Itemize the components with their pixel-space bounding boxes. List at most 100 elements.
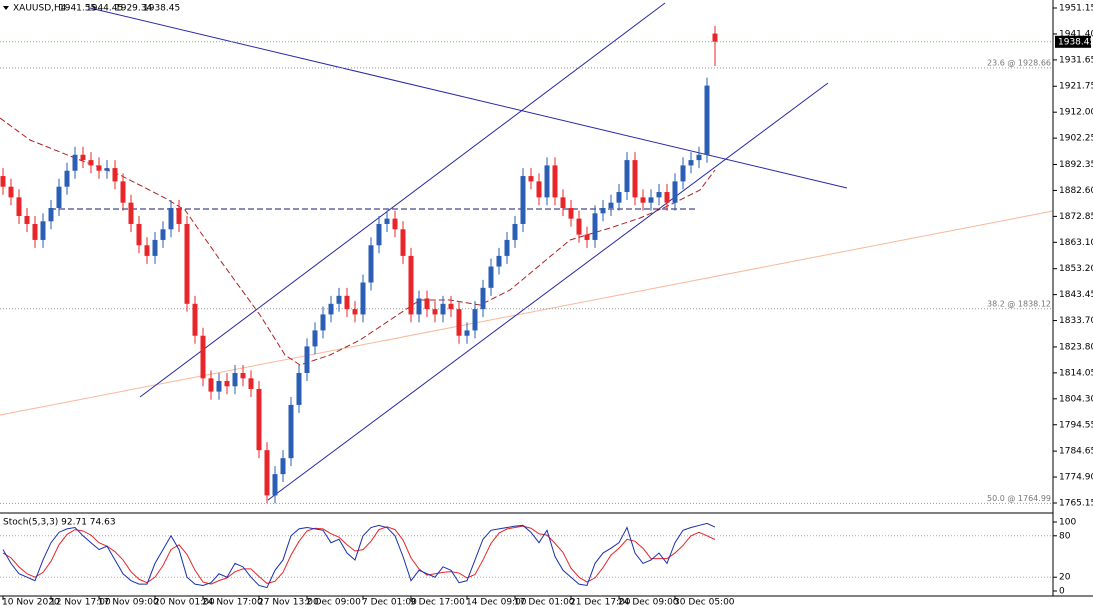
candle-body <box>520 176 526 224</box>
candle-body <box>48 207 54 222</box>
candle-body <box>440 303 446 315</box>
candle-body <box>176 207 182 224</box>
x-tick-label: 17 Dec 01:00 <box>514 598 575 608</box>
header-low: 1929.34 <box>115 4 152 14</box>
y-tick-label: 1843.45 <box>1059 290 1093 300</box>
x-tick-label: 24 Nov 17:00 <box>202 598 263 608</box>
x-tick-label: 2 Dec 09:00 <box>306 598 361 608</box>
y-tick-label: 1951.15 <box>1059 4 1093 14</box>
x-tick-label: 7 Dec 01:00 <box>362 598 417 608</box>
candle-body <box>656 192 662 198</box>
y-tick-label: 1902.25 <box>1059 134 1093 144</box>
candle-body <box>400 229 406 256</box>
trend-line <box>89 7 848 189</box>
price-label-box <box>1055 35 1091 48</box>
candle-body <box>64 170 70 187</box>
candle-body <box>256 388 262 451</box>
header-open: 1941.55 <box>59 4 96 14</box>
candle-body <box>472 309 478 331</box>
candle-body <box>688 160 694 166</box>
candle-body <box>304 346 310 373</box>
candle-body <box>248 378 254 389</box>
x-tick-label: 14 Dec 09:00 <box>466 598 527 608</box>
candle-body <box>464 330 470 336</box>
candle-body <box>536 181 542 198</box>
candle-body <box>24 215 30 224</box>
candle-body <box>544 165 550 198</box>
stoch-tick-label: 100 <box>1059 518 1076 528</box>
candle-body <box>496 255 502 267</box>
candle-body <box>16 197 22 216</box>
y-tick-label: 1912.00 <box>1059 108 1093 118</box>
y-tick-label: 1784.65 <box>1059 447 1093 457</box>
y-tick-label: 1853.20 <box>1059 264 1093 274</box>
candle-body <box>296 372 302 405</box>
y-tick-label: 1892.35 <box>1059 160 1093 170</box>
candle-body <box>360 282 366 315</box>
candle-body <box>272 474 278 496</box>
candle-body <box>584 234 590 240</box>
candle-body <box>648 197 654 203</box>
candle-body <box>424 298 430 310</box>
channel-line <box>139 2 666 398</box>
candle-body <box>160 229 166 240</box>
y-tick-label: 1921.75 <box>1059 82 1093 92</box>
candle-body <box>624 160 630 193</box>
candle-body <box>432 309 438 315</box>
x-tick-label: 12 Nov 17:00 <box>50 598 111 608</box>
candle-body <box>608 202 614 208</box>
candle-body <box>704 85 710 155</box>
candle-body <box>280 458 286 475</box>
candle-body <box>576 218 582 235</box>
stoch-label: Stoch(5,3,3) 92.71 74.63 <box>3 518 116 528</box>
x-tick-label: 24 Dec 09:00 <box>618 598 679 608</box>
candle-body <box>392 218 398 230</box>
y-tick-label: 1882.60 <box>1059 186 1093 196</box>
fib-label: 50.0 @ 1764.99 <box>987 494 1051 503</box>
price-label: 1938.45 <box>1058 37 1093 47</box>
y-tick-label: 1765.15 <box>1059 498 1093 508</box>
header-high: 1944.45 <box>86 4 123 14</box>
candle-body <box>264 450 270 496</box>
candle-body <box>184 223 190 304</box>
candle-body <box>8 186 14 198</box>
menu-icon <box>3 6 9 10</box>
candle-body <box>408 255 414 315</box>
x-tick-label: 10 Nov 2020 <box>2 598 60 608</box>
candle-body <box>488 266 494 288</box>
x-tick-label: 21 Dec 17:00 <box>570 598 631 608</box>
y-tick-label: 1804.30 <box>1059 394 1093 404</box>
fib-label: 38.2 @ 1838.12 <box>987 299 1051 308</box>
candle-body <box>200 335 206 379</box>
candle-body <box>240 372 246 379</box>
candle-body <box>352 309 358 315</box>
y-tick-label: 1931.65 <box>1059 55 1093 65</box>
candle-body <box>216 380 222 392</box>
candle-body <box>88 160 94 166</box>
x-tick-label: 30 Dec 05:00 <box>674 598 735 608</box>
x-tick-label: 17 Nov 09:00 <box>98 598 159 608</box>
fib-label: 23.6 @ 1928.66 <box>987 58 1051 67</box>
candle-body <box>456 309 462 336</box>
x-tick-label: 9 Dec 17:00 <box>410 598 465 608</box>
channel-line <box>267 82 829 501</box>
x-tick-label: 20 Nov 01:00 <box>154 598 215 608</box>
candle-body <box>376 223 382 246</box>
y-tick-label: 1833.70 <box>1059 316 1093 326</box>
candle-body <box>56 186 62 208</box>
candle-body <box>512 223 518 240</box>
y-tick-label: 1941.40 <box>1059 29 1093 39</box>
y-tick-label: 1814.05 <box>1059 368 1093 378</box>
candle-body <box>600 207 606 214</box>
candle-body <box>120 181 126 203</box>
candle-body <box>40 221 46 240</box>
y-tick-label: 1863.10 <box>1059 238 1093 248</box>
candle-body <box>224 380 230 387</box>
candle-body <box>640 197 646 203</box>
candle-body <box>336 295 342 304</box>
candle-body <box>104 168 110 171</box>
candle-body <box>0 176 6 187</box>
moving-average <box>0 117 716 366</box>
candle-body <box>128 202 134 224</box>
candle-body <box>112 168 118 182</box>
